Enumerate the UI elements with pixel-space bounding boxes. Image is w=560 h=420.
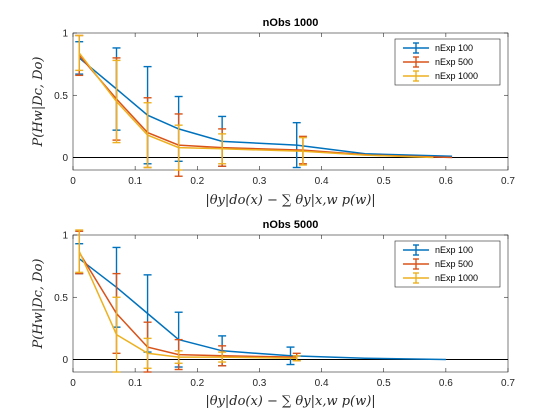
y-axis-label: P(Hw|Dc, Do) <box>31 259 46 350</box>
y-tick-label: 1 <box>62 29 68 40</box>
subplot-title: nObs 5000 <box>263 219 319 231</box>
legend-label: nExp 500 <box>435 259 473 269</box>
x-tick-label: 0.1 <box>128 176 142 187</box>
x-tick-label: 0.4 <box>315 176 329 187</box>
x-tick-label: 0.6 <box>439 176 453 187</box>
legend: nExp 100 nExp 500 nExp 1000 <box>395 39 500 85</box>
x-tick-label: 0.6 <box>439 378 453 389</box>
x-axis-label: |θy|do(x) − ∑ θy|x,w p(w)| <box>205 394 375 409</box>
x-axis-label: |θy|do(x) − ∑ θy|x,w p(w)| <box>205 193 375 208</box>
legend-label: nExp 1000 <box>435 71 478 81</box>
legend-label: nExp 1000 <box>435 273 478 283</box>
legend-label: nExp 100 <box>435 43 473 53</box>
y-tick-label: 0 <box>62 153 68 164</box>
y-tick-label: 0.5 <box>54 293 68 304</box>
subplot-title: nObs 1000 <box>263 17 319 29</box>
legend-label: nExp 500 <box>435 57 473 67</box>
x-tick-label: 0.3 <box>252 176 266 187</box>
x-tick-label: 0.2 <box>190 378 204 389</box>
x-tick-label: 0.2 <box>190 176 204 187</box>
y-axis-label: P(Hw|Dc, Do) <box>31 57 46 148</box>
x-tick-label: 0.7 <box>501 176 515 187</box>
y-tick-label: 1 <box>62 231 68 242</box>
legend: nExp 100 nExp 500 nExp 1000 <box>395 241 500 287</box>
x-tick-label: 0.5 <box>377 176 391 187</box>
x-tick-label: 0.7 <box>501 378 515 389</box>
y-tick-label: 0 <box>62 355 68 366</box>
x-tick-label: 0.3 <box>252 378 266 389</box>
legend-label: nExp 100 <box>435 245 473 255</box>
y-tick-label: 0.5 <box>54 91 68 102</box>
x-tick-label: 0.1 <box>128 378 142 389</box>
x-tick-label: 0.4 <box>315 378 329 389</box>
x-tick-label: 0.5 <box>377 378 391 389</box>
x-tick-label: 0 <box>70 378 76 389</box>
x-tick-label: 0 <box>70 176 76 187</box>
